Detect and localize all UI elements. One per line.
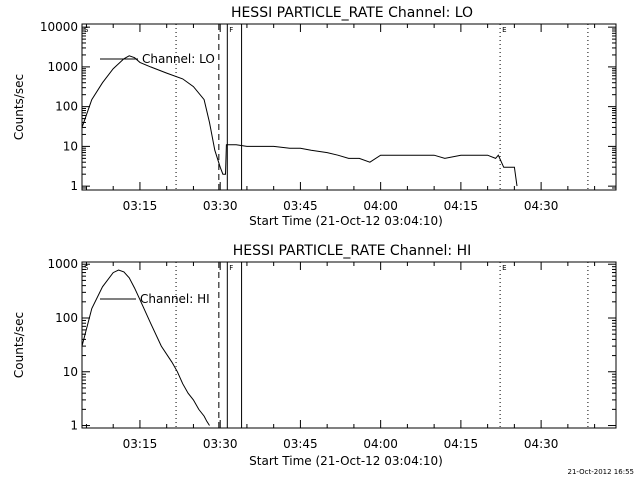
x-axis-label-hi: Start Time (21-Oct-12 03:04:10) — [249, 454, 443, 468]
y-ticks-hi: 1 10 100 1000 — [47, 257, 616, 433]
x-tick-label-hi-1: 03:30 — [203, 437, 238, 451]
y-ticks-lo: 1 10 100 1000 10000 — [40, 20, 616, 193]
x-tick-label-lo-5: 04:30 — [524, 199, 559, 213]
x-tick-label-hi-0: 03:15 — [123, 437, 158, 451]
marker-label-hi-2: F — [229, 264, 233, 272]
corner-label-hi: S — [84, 264, 89, 272]
footer-timestamp: 21-Oct-2012 16:55 — [568, 468, 634, 476]
y-tick-label-hi-1: 10 — [63, 365, 78, 379]
series-line-hi-0 — [81, 269, 210, 426]
x-ticks-hi: 03:15 03:30 03:45 04:00 04:15 04:30 — [85, 262, 596, 451]
x-tick-label-lo-1: 03:30 — [203, 199, 238, 213]
y-tick-label-hi-3: 1000 — [47, 257, 78, 271]
legend-lo: Channel: LO — [100, 52, 215, 66]
x-tick-label-lo-3: 04:00 — [363, 199, 398, 213]
legend-label-lo: Channel: LO — [142, 52, 215, 66]
y-tick-label-lo-4: 10000 — [40, 20, 78, 34]
x-tick-label-lo-0: 03:15 — [123, 199, 158, 213]
series-layer-lo — [81, 55, 518, 187]
y-axis-label-hi: Counts/sec — [12, 312, 26, 378]
y-tick-label-hi-0: 1 — [70, 419, 78, 433]
x-tick-label-hi-4: 04:15 — [444, 437, 479, 451]
y-tick-label-lo-1: 10 — [63, 139, 78, 153]
marker-label-lo-4: E — [502, 26, 506, 34]
y-axis-label-lo: Counts/sec — [12, 74, 26, 140]
plot-frame-lo — [81, 23, 617, 191]
plot-frame-hi — [81, 261, 617, 429]
x-tick-label-hi-3: 04:00 — [363, 437, 398, 451]
y-tick-label-lo-0: 1 — [70, 179, 78, 193]
legend-label-hi: Channel: HI — [140, 292, 210, 306]
legend-hi: Channel: HI — [100, 292, 210, 306]
x-tick-label-lo-4: 04:15 — [444, 199, 479, 213]
marker-label-lo-2: F — [229, 26, 233, 34]
y-tick-label-lo-3: 1000 — [47, 60, 78, 74]
series-line-lo-0 — [81, 55, 518, 187]
x-ticks-lo: 03:15 03:30 03:45 04:00 04:15 04:30 — [85, 24, 596, 213]
series-layer-hi — [81, 269, 210, 426]
y-tick-label-lo-2: 100 — [55, 100, 78, 114]
x-axis-label-lo: Start Time (21-Oct-12 03:04:10) — [249, 214, 443, 228]
x-tick-label-lo-2: 03:45 — [283, 199, 318, 213]
chart-title-lo: HESSI PARTICLE_RATE Channel: LO — [231, 5, 473, 21]
x-tick-label-hi-5: 04:30 — [524, 437, 559, 451]
chart-title-hi: HESSI PARTICLE_RATE Channel: HI — [233, 243, 471, 259]
marker-label-hi-4: E — [502, 264, 506, 272]
y-tick-label-hi-2: 100 — [55, 311, 78, 325]
corner-label-lo: S — [84, 26, 89, 34]
x-tick-label-hi-2: 03:45 — [283, 437, 318, 451]
